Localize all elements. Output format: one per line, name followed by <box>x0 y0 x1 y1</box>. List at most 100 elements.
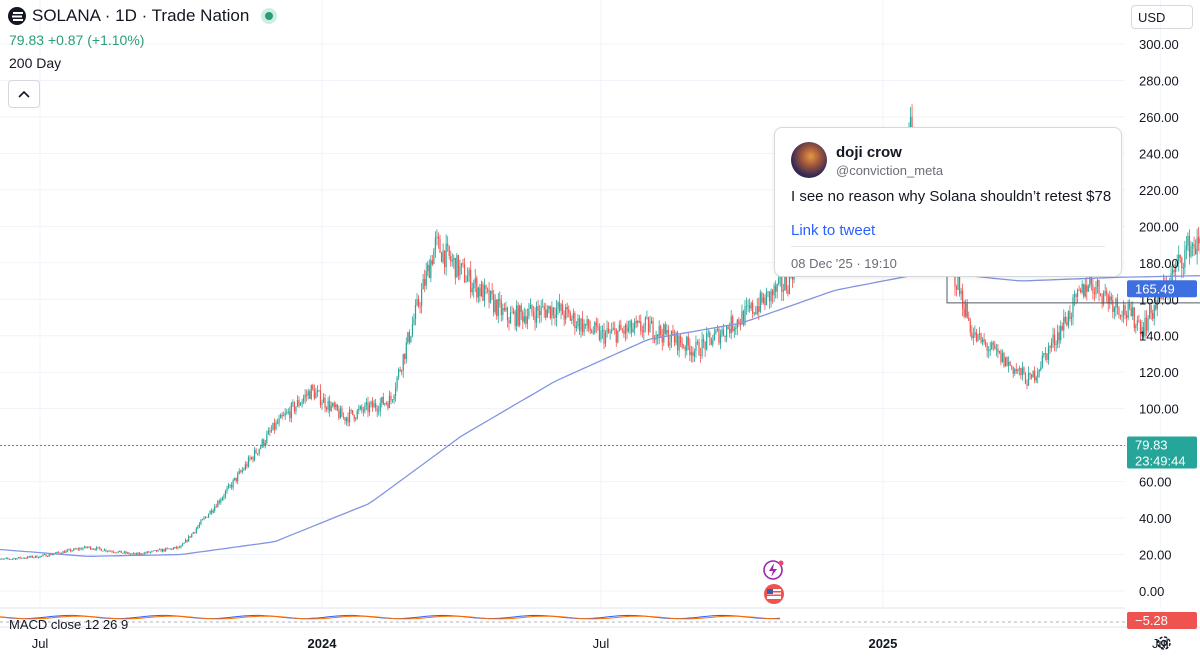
collapse-button[interactable] <box>8 80 40 108</box>
candle-body <box>311 385 312 399</box>
flash-icon[interactable] <box>764 561 784 580</box>
indicator-label[interactable]: 200 Day <box>9 55 61 71</box>
candle-body <box>1095 287 1096 295</box>
candle-body <box>993 343 994 345</box>
candle-body <box>1022 368 1023 376</box>
candle-body <box>505 308 506 310</box>
candle-body <box>259 449 260 453</box>
candle-body <box>1112 300 1113 312</box>
candle-body <box>764 298 765 306</box>
candle-body <box>351 410 352 411</box>
candle-body <box>85 546 86 547</box>
candle-body <box>188 536 189 541</box>
candle-body <box>997 349 998 353</box>
candle-body <box>1010 362 1011 366</box>
candle-body <box>214 506 215 510</box>
candle-body <box>366 402 367 404</box>
candle-body <box>1114 308 1115 312</box>
candle-body <box>62 551 63 553</box>
candle-body <box>554 315 555 318</box>
candle-body <box>784 277 785 290</box>
candle-body <box>455 258 456 277</box>
candle-body <box>1083 284 1084 296</box>
candle-body <box>781 277 782 291</box>
candle-body <box>361 406 362 410</box>
candle-body <box>499 299 500 301</box>
candle-body <box>407 332 408 342</box>
candle-body <box>442 251 443 262</box>
candle-body <box>446 244 447 267</box>
candle-body <box>715 331 716 334</box>
candle-body <box>747 305 748 306</box>
y-tick-label: 40.00 <box>1139 511 1172 526</box>
tweet-card[interactable]: doji crow @conviction_meta I see no reas… <box>774 127 1122 277</box>
candle-body <box>147 551 148 553</box>
candle-body <box>663 325 664 343</box>
candle-body <box>449 246 450 256</box>
candle-body <box>314 389 315 398</box>
candle-body <box>326 408 327 410</box>
candle-body <box>219 501 220 502</box>
candle-body <box>386 403 387 404</box>
candle-body <box>41 556 42 557</box>
tweet-link[interactable]: Link to tweet <box>791 222 875 239</box>
candle-body <box>599 327 600 339</box>
candle-body <box>1123 305 1124 315</box>
candle-body <box>114 552 115 553</box>
candle-body <box>1077 290 1078 297</box>
settings-button[interactable] <box>1155 634 1173 657</box>
candle-body <box>488 289 489 302</box>
candle-body <box>450 256 451 261</box>
candle-body <box>1060 326 1061 340</box>
candle-body <box>300 404 301 406</box>
candle-body <box>208 514 209 517</box>
candle-body <box>533 312 534 315</box>
candle-body <box>1029 373 1030 375</box>
candle-body <box>213 511 214 513</box>
candle-body <box>507 308 508 320</box>
candle-body <box>677 332 678 350</box>
candle-body <box>1186 245 1187 249</box>
candle-body <box>329 401 330 411</box>
currency-selector[interactable]: USD <box>1131 5 1193 29</box>
y-tick-label: 120.00 <box>1139 365 1179 380</box>
candle-body <box>732 316 733 331</box>
candle-body <box>1103 293 1104 304</box>
candle-body <box>971 332 972 338</box>
ma-price-tag-text: 165.49 <box>1135 281 1175 296</box>
candle-body <box>611 330 612 332</box>
us-flag-icon[interactable] <box>764 584 784 604</box>
candle-body <box>118 552 119 553</box>
candle-body <box>757 306 758 314</box>
candle-body <box>95 549 96 550</box>
candle-body <box>596 322 597 325</box>
candle-body <box>982 339 983 342</box>
candle-body <box>686 337 687 351</box>
candle-body <box>752 303 753 314</box>
candle-body <box>278 418 279 423</box>
candle-body <box>372 402 373 408</box>
candle-body <box>557 303 558 309</box>
candle-body <box>775 286 776 292</box>
symbol-header[interactable]: SOLANA · 1D · Trade Nation <box>8 6 277 26</box>
candle-body <box>616 329 617 342</box>
time-axis: Jul2024Jul2025Jul2026Jul2027 <box>32 636 1200 651</box>
candle-body <box>1065 317 1066 322</box>
candle-body <box>628 328 629 332</box>
candle-body <box>70 549 71 551</box>
candle-body <box>358 409 359 410</box>
candle-body <box>137 553 138 555</box>
candle-body <box>33 557 34 558</box>
candle-body <box>1011 366 1012 367</box>
candle-body <box>600 331 601 340</box>
candle-body <box>525 316 526 324</box>
last-price-tag-text: 79.83 <box>1135 437 1168 452</box>
macd-label[interactable]: MACD close 12 26 9 <box>9 617 128 632</box>
candle-body <box>541 307 542 316</box>
candle-body <box>973 335 974 338</box>
solana-logo <box>8 7 26 25</box>
candle-body <box>245 464 246 469</box>
candle-body <box>318 390 319 391</box>
candle-body <box>735 328 736 329</box>
